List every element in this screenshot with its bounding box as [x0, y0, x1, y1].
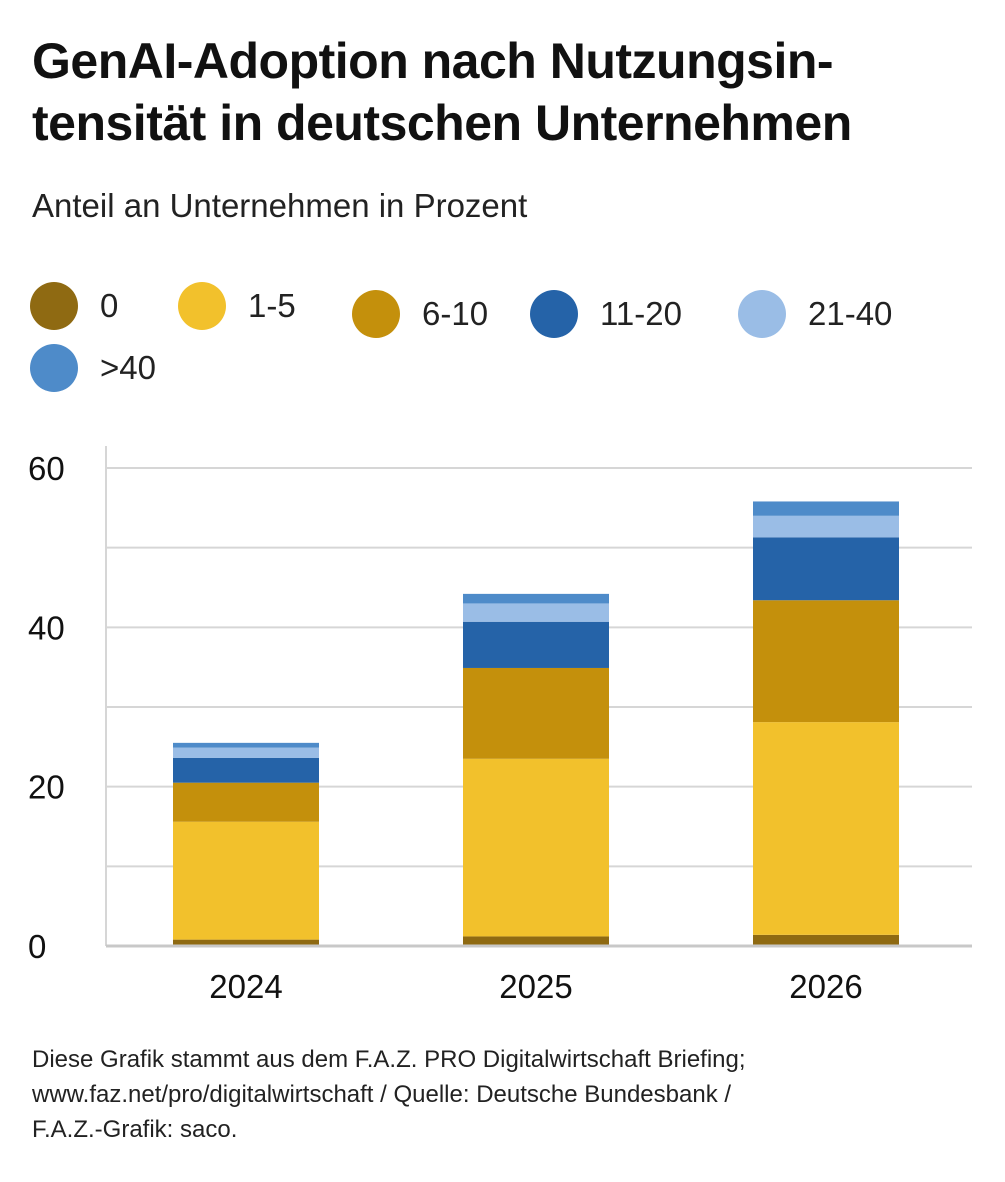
- legend-swatch: [352, 290, 400, 338]
- chart-subtitle: Anteil an Unternehmen in Prozent: [32, 187, 528, 224]
- legend-swatch: [30, 282, 78, 330]
- bar-segment: [463, 621, 609, 668]
- bar-segment: [463, 593, 609, 604]
- bar-segment: [753, 722, 899, 935]
- bar-segment: [753, 934, 899, 946]
- source-footer: Diese Grafik stammt aus dem F.A.Z. PRO D…: [32, 1042, 972, 1147]
- bar-segment: [463, 758, 609, 937]
- bar-segment: [173, 821, 319, 940]
- legend-item: 11-20: [530, 290, 682, 338]
- chart-legend: 0 1-5 6-10 11-20 21-40 >40: [30, 282, 980, 402]
- bar-segment: [463, 936, 609, 946]
- legend-item: 1-5: [178, 282, 296, 330]
- legend-swatch: [530, 290, 578, 338]
- legend-label: 1-5: [248, 287, 296, 324]
- legend-label: 0: [100, 287, 119, 324]
- stacked-bar-chart: 0 20 40 60 2024 2025 2026: [28, 446, 972, 1005]
- x-tick-label: 2024: [209, 968, 282, 1005]
- chart-title-line-2: tensität in deutschen Unternehmen: [32, 95, 852, 151]
- bar-segment: [753, 537, 899, 601]
- legend-item: 0: [30, 282, 118, 330]
- legend-swatch: [30, 344, 78, 392]
- legend-swatch: [738, 290, 786, 338]
- legend-label: 6-10: [422, 295, 489, 332]
- x-tick-label: 2025: [499, 968, 572, 1005]
- legend-item: >40: [30, 344, 156, 392]
- bar-segment: [173, 747, 319, 758]
- bar-segment: [463, 667, 609, 759]
- y-tick-label: 20: [28, 769, 65, 806]
- bar-segment: [753, 515, 899, 538]
- y-tick-label: 60: [28, 450, 65, 487]
- bar-segment: [753, 501, 899, 516]
- bar-segment: [173, 782, 319, 822]
- bar-segment: [753, 600, 899, 723]
- bar-segment: [463, 603, 609, 622]
- y-tick-label: 0: [28, 928, 46, 965]
- y-tick-label: 40: [28, 609, 65, 646]
- chart-title-line-1: GenAI-Adoption nach Nutzungsin-: [32, 33, 834, 89]
- x-tick-label: 2026: [789, 968, 862, 1005]
- legend-item: 21-40: [738, 290, 892, 338]
- axis-layer: 0 20 40 60 2024 2025 2026: [28, 446, 972, 1005]
- footer-line-3: F.A.Z.-Grafik: saco.: [32, 1116, 238, 1143]
- legend-label: 21-40: [808, 295, 893, 332]
- footer-line-1: Diese Grafik stammt aus dem F.A.Z. PRO D…: [32, 1046, 746, 1073]
- chart-title: GenAI-Adoption nach Nutzungsin- tensität…: [32, 30, 982, 154]
- bar-layer: [173, 501, 899, 946]
- legend-item: 6-10: [352, 290, 488, 338]
- bar-segment: [173, 742, 319, 748]
- bar-segment: [173, 939, 319, 946]
- legend-swatch: [178, 282, 226, 330]
- footer-line-2: www.faz.net/pro/digitalwirtschaft / Quel…: [32, 1081, 732, 1108]
- legend-label: 11-20: [600, 295, 682, 332]
- legend-label: >40: [100, 349, 156, 386]
- bar-segment: [173, 757, 319, 783]
